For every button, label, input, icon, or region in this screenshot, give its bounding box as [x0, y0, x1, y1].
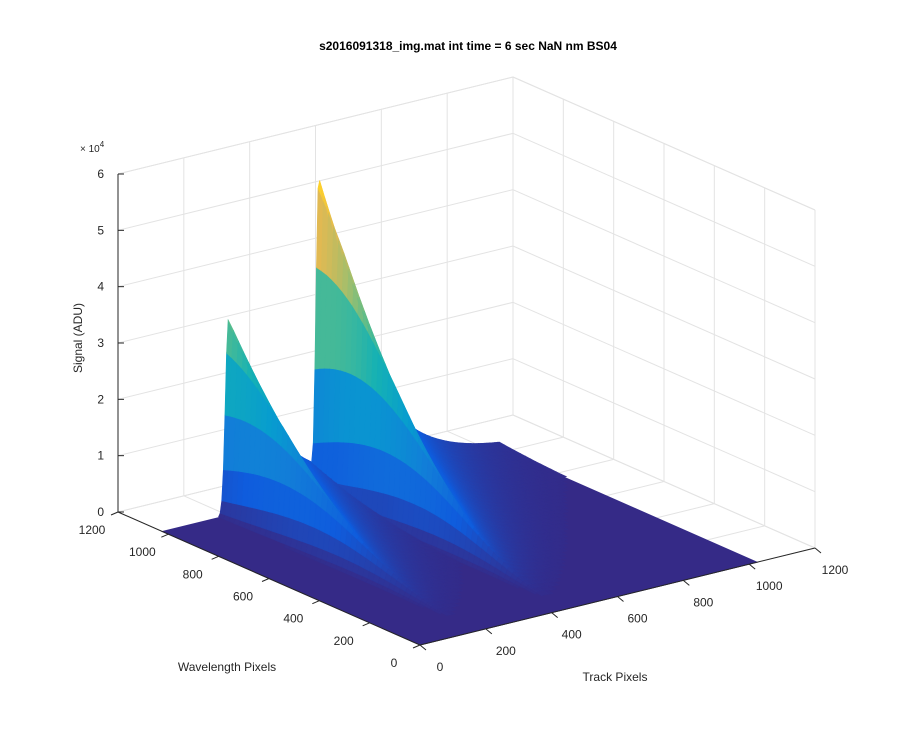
side-wall-gridline [512, 301, 816, 436]
side-wall-gridline [512, 358, 816, 493]
box-edge [117, 76, 514, 175]
side-wall-gridline [512, 245, 816, 380]
surface-layer [160, 180, 759, 646]
back-wall-gridline [117, 245, 514, 344]
side-wall-gridline [512, 414, 816, 549]
side-wall-gridline [512, 132, 816, 267]
back-wall-gridline [117, 132, 514, 231]
box-edge [512, 76, 816, 211]
side-wall-gridline [512, 189, 816, 324]
back-wall-gridline [117, 189, 514, 288]
